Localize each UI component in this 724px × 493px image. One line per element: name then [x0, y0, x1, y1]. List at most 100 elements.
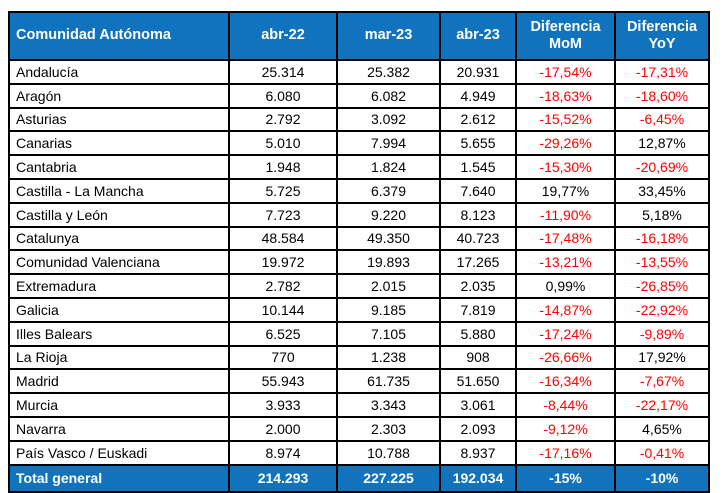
abr-23-value-cell[interactable]: 17.265: [439, 249, 517, 276]
diferencia-mom-cell[interactable]: -17,24%: [515, 320, 616, 347]
col-header-abr-23[interactable]: abr-23: [439, 11, 517, 61]
mar-23-value-cell[interactable]: 1.824: [336, 154, 441, 180]
abr-23-value-cell[interactable]: 5.880: [439, 320, 517, 347]
region-name-cell[interactable]: Andalucía: [8, 59, 230, 85]
region-name-cell[interactable]: Catalunya: [8, 225, 230, 252]
abr-23-value-cell[interactable]: 908: [439, 344, 517, 371]
region-name-cell[interactable]: Cantabria: [8, 154, 230, 180]
diferencia-mom-cell[interactable]: -15,30%: [515, 154, 616, 180]
diferencia-mom-cell[interactable]: -9,12%: [515, 415, 616, 442]
mar-23-value-cell[interactable]: 2.303: [336, 415, 441, 442]
region-name-cell[interactable]: Illes Balears: [8, 320, 230, 347]
abr-22-value-cell[interactable]: 2.792: [228, 106, 338, 133]
total-abr-23-cell[interactable]: 192.034: [439, 463, 517, 493]
diferencia-yoy-cell[interactable]: -17,31%: [614, 59, 710, 85]
total-diferencia-mom-cell[interactable]: -15%: [515, 463, 616, 493]
diferencia-mom-cell[interactable]: -26,66%: [515, 344, 616, 371]
diferencia-yoy-cell[interactable]: -22,92%: [614, 296, 710, 323]
mar-23-value-cell[interactable]: 9.185: [336, 296, 441, 323]
region-name-cell[interactable]: Comunidad Valenciana: [8, 249, 230, 276]
mar-23-value-cell[interactable]: 6.082: [336, 82, 441, 109]
diferencia-mom-cell[interactable]: -29,26%: [515, 130, 616, 157]
abr-22-value-cell[interactable]: 10.144: [228, 296, 338, 323]
diferencia-yoy-cell[interactable]: -20,69%: [614, 154, 710, 180]
abr-22-value-cell[interactable]: 5.010: [228, 130, 338, 157]
abr-22-value-cell[interactable]: 25.314: [228, 59, 338, 85]
region-name-cell[interactable]: Navarra: [8, 415, 230, 442]
abr-22-value-cell[interactable]: 48.584: [228, 225, 338, 252]
region-name-cell[interactable]: Asturias: [8, 106, 230, 133]
mar-23-value-cell[interactable]: 49.350: [336, 225, 441, 252]
diferencia-yoy-cell[interactable]: -0,41%: [614, 439, 710, 466]
diferencia-mom-cell[interactable]: -18,63%: [515, 82, 616, 109]
region-name-cell[interactable]: Canarias: [8, 130, 230, 157]
diferencia-yoy-cell[interactable]: -26,85%: [614, 273, 710, 299]
mar-23-value-cell[interactable]: 25.382: [336, 59, 441, 85]
abr-23-value-cell[interactable]: 8.123: [439, 201, 517, 228]
diferencia-yoy-cell[interactable]: -22,17%: [614, 392, 710, 418]
mar-23-value-cell[interactable]: 7.105: [336, 320, 441, 347]
diferencia-mom-cell[interactable]: -17,54%: [515, 59, 616, 85]
region-name-cell[interactable]: Aragón: [8, 82, 230, 109]
abr-23-value-cell[interactable]: 2.612: [439, 106, 517, 133]
diferencia-mom-cell[interactable]: -15,52%: [515, 106, 616, 133]
diferencia-mom-cell[interactable]: -8,44%: [515, 392, 616, 418]
abr-23-value-cell[interactable]: 51.650: [439, 368, 517, 395]
abr-22-value-cell[interactable]: 19.972: [228, 249, 338, 276]
mar-23-value-cell[interactable]: 9.220: [336, 201, 441, 228]
diferencia-mom-cell[interactable]: -16,34%: [515, 368, 616, 395]
region-name-cell[interactable]: Murcia: [8, 392, 230, 418]
abr-23-value-cell[interactable]: 2.093: [439, 415, 517, 442]
abr-22-value-cell[interactable]: 5.725: [228, 177, 338, 204]
region-name-cell[interactable]: Extremadura: [8, 273, 230, 299]
total-diferencia-yoy-cell[interactable]: -10%: [614, 463, 710, 493]
col-header-mar-23[interactable]: mar-23: [336, 11, 441, 61]
total-mar-23-cell[interactable]: 227.225: [336, 463, 441, 493]
region-name-cell[interactable]: La Rioja: [8, 344, 230, 371]
diferencia-mom-cell[interactable]: -13,21%: [515, 249, 616, 276]
mar-23-value-cell[interactable]: 7.994: [336, 130, 441, 157]
diferencia-yoy-cell[interactable]: -6,45%: [614, 106, 710, 133]
diferencia-yoy-cell[interactable]: 5,18%: [614, 201, 710, 228]
diferencia-mom-cell[interactable]: -17,48%: [515, 225, 616, 252]
diferencia-mom-cell[interactable]: -17,16%: [515, 439, 616, 466]
abr-23-value-cell[interactable]: 40.723: [439, 225, 517, 252]
diferencia-yoy-cell[interactable]: 4,65%: [614, 415, 710, 442]
diferencia-mom-cell[interactable]: 19,77%: [515, 177, 616, 204]
total-abr-22-cell[interactable]: 214.293: [228, 463, 338, 493]
region-name-cell[interactable]: Madrid: [8, 368, 230, 395]
region-name-cell[interactable]: Castilla - La Mancha: [8, 177, 230, 204]
diferencia-yoy-cell[interactable]: 33,45%: [614, 177, 710, 204]
diferencia-yoy-cell[interactable]: -18,60%: [614, 82, 710, 109]
abr-22-value-cell[interactable]: 3.933: [228, 392, 338, 418]
abr-22-value-cell[interactable]: 6.080: [228, 82, 338, 109]
diferencia-yoy-cell[interactable]: -13,55%: [614, 249, 710, 276]
abr-23-value-cell[interactable]: 7.819: [439, 296, 517, 323]
total-label-cell[interactable]: Total general: [8, 463, 230, 493]
abr-22-value-cell[interactable]: 2.782: [228, 273, 338, 299]
col-header-abr-22[interactable]: abr-22: [228, 11, 338, 61]
mar-23-value-cell[interactable]: 10.788: [336, 439, 441, 466]
region-name-cell[interactable]: Galicia: [8, 296, 230, 323]
abr-23-value-cell[interactable]: 2.035: [439, 273, 517, 299]
mar-23-value-cell[interactable]: 3.092: [336, 106, 441, 133]
abr-23-value-cell[interactable]: 8.937: [439, 439, 517, 466]
abr-22-value-cell[interactable]: 8.974: [228, 439, 338, 466]
diferencia-yoy-cell[interactable]: -7,67%: [614, 368, 710, 395]
diferencia-yoy-cell[interactable]: -9,89%: [614, 320, 710, 347]
abr-23-value-cell[interactable]: 4.949: [439, 82, 517, 109]
col-header-diferencia-mom[interactable]: Diferencia MoM: [515, 11, 616, 61]
abr-22-value-cell[interactable]: 2.000: [228, 415, 338, 442]
diferencia-mom-cell[interactable]: 0,99%: [515, 273, 616, 299]
abr-23-value-cell[interactable]: 1.545: [439, 154, 517, 180]
col-header-comunidad-autonoma[interactable]: Comunidad Autónoma: [8, 11, 230, 61]
diferencia-yoy-cell[interactable]: -16,18%: [614, 225, 710, 252]
mar-23-value-cell[interactable]: 6.379: [336, 177, 441, 204]
diferencia-yoy-cell[interactable]: 12,87%: [614, 130, 710, 157]
diferencia-yoy-cell[interactable]: 17,92%: [614, 344, 710, 371]
abr-22-value-cell[interactable]: 7.723: [228, 201, 338, 228]
diferencia-mom-cell[interactable]: -14,87%: [515, 296, 616, 323]
mar-23-value-cell[interactable]: 2.015: [336, 273, 441, 299]
abr-22-value-cell[interactable]: 770: [228, 344, 338, 371]
abr-22-value-cell[interactable]: 6.525: [228, 320, 338, 347]
